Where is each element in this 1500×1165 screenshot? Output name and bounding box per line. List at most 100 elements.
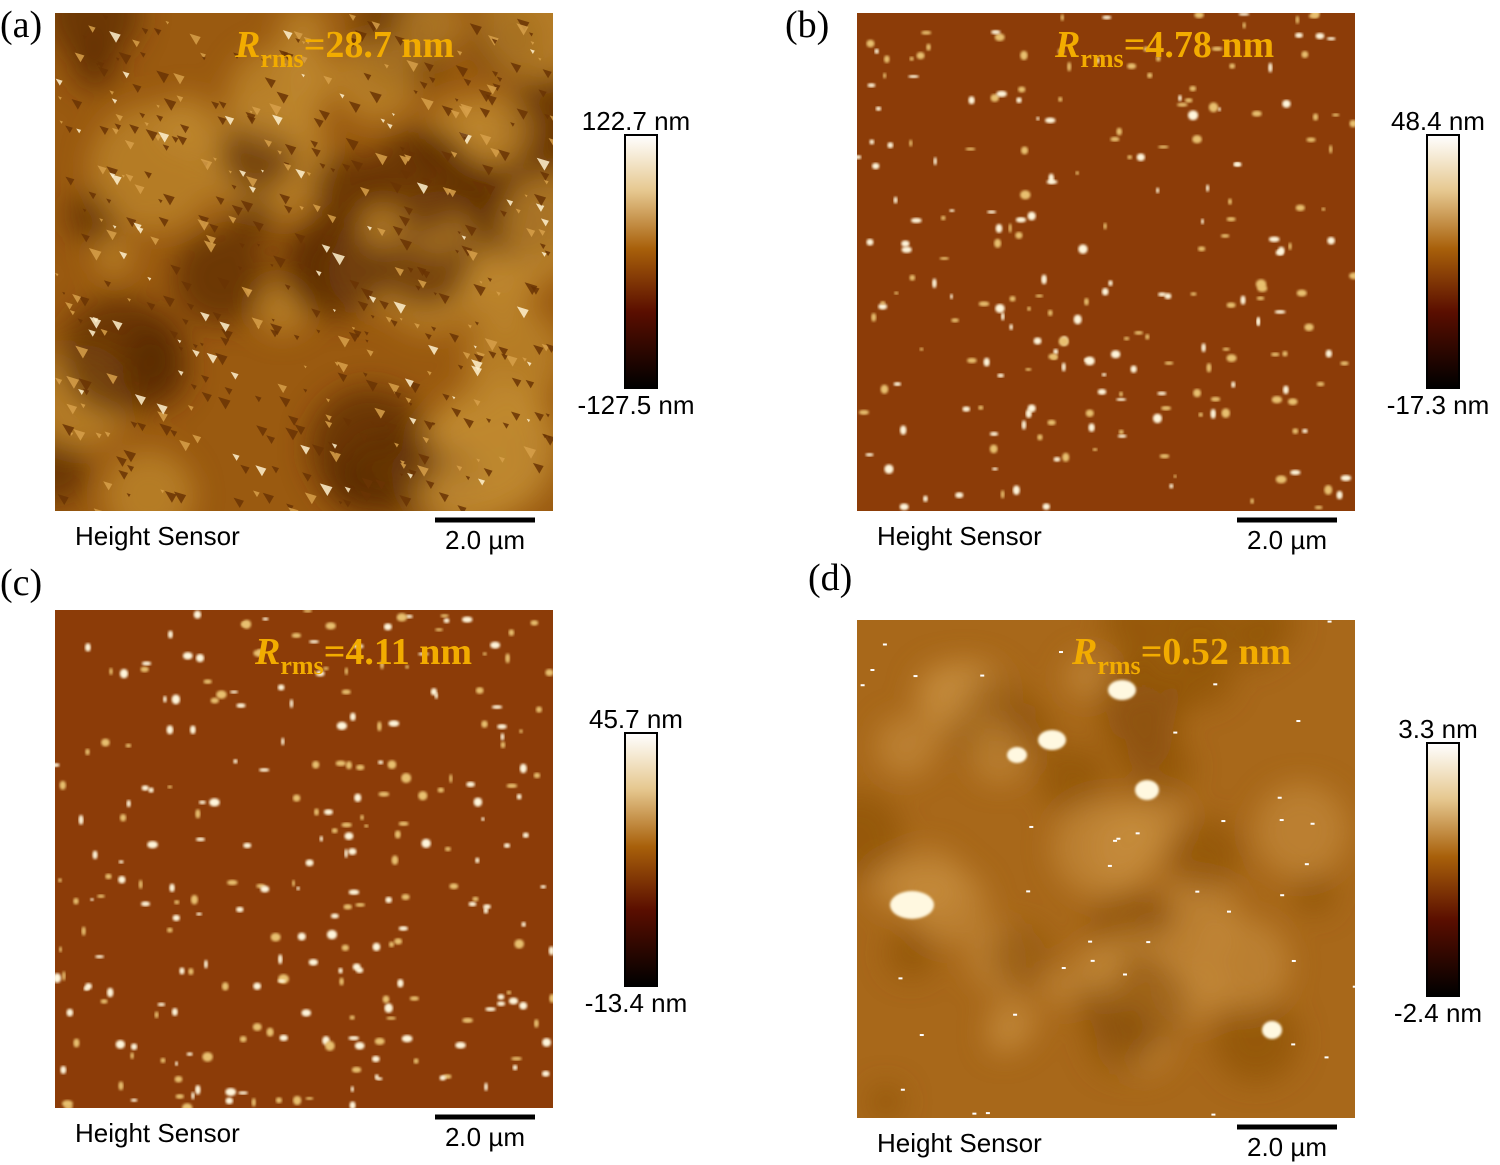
particle bbox=[884, 464, 894, 474]
grain bbox=[332, 308, 336, 313]
particle bbox=[1194, 13, 1204, 19]
grain bbox=[400, 460, 405, 465]
grain bbox=[81, 233, 90, 243]
grain bbox=[406, 60, 419, 72]
particle bbox=[182, 652, 193, 660]
speck bbox=[1088, 940, 1093, 943]
texture-blob bbox=[914, 663, 976, 725]
grain bbox=[130, 421, 138, 428]
particle bbox=[1155, 187, 1160, 194]
grain bbox=[266, 435, 276, 444]
particle bbox=[866, 238, 874, 246]
grain bbox=[483, 183, 496, 196]
grain bbox=[477, 478, 485, 486]
particle bbox=[1037, 434, 1043, 441]
grain bbox=[416, 266, 427, 276]
grain bbox=[55, 272, 59, 277]
scale-bar-label: 2.0 µm bbox=[1247, 1132, 1327, 1162]
particle bbox=[1000, 312, 1005, 321]
grain bbox=[78, 388, 85, 396]
grain bbox=[424, 333, 432, 340]
texture-blob bbox=[478, 13, 553, 80]
panel: (c) Rrms=4.11 nm 45.7 nm -13.4 nm Height Sen… bbox=[0, 562, 687, 1152]
grain bbox=[215, 352, 228, 366]
texture-blob bbox=[1154, 620, 1237, 664]
scale-bar-label: 2.0 µm bbox=[445, 1122, 525, 1152]
speck bbox=[985, 1112, 990, 1115]
grain bbox=[487, 277, 493, 283]
texture-blob bbox=[55, 13, 141, 62]
rms-value: =4.78 nm bbox=[1124, 24, 1274, 66]
particle bbox=[190, 894, 198, 905]
speck bbox=[1173, 731, 1178, 734]
particle bbox=[279, 1034, 288, 1042]
particle bbox=[1326, 36, 1336, 41]
texture-blob bbox=[988, 995, 1039, 1046]
particle bbox=[871, 162, 880, 170]
grain bbox=[129, 330, 134, 336]
rms-label: Rrms=4.11 nm bbox=[254, 631, 472, 680]
grain bbox=[374, 407, 386, 419]
grain bbox=[425, 480, 435, 489]
speck bbox=[1061, 967, 1066, 970]
particle bbox=[341, 689, 351, 695]
particle bbox=[1027, 211, 1036, 221]
colorbar-max: 3.3 nm bbox=[1398, 714, 1478, 744]
particle bbox=[871, 313, 877, 322]
particle bbox=[405, 614, 413, 619]
particle bbox=[119, 813, 127, 822]
grain bbox=[488, 350, 497, 359]
grain bbox=[134, 184, 145, 195]
grain bbox=[173, 491, 187, 504]
particle bbox=[909, 56, 914, 61]
grain bbox=[454, 98, 459, 102]
particle bbox=[1157, 292, 1167, 297]
particle bbox=[461, 616, 473, 623]
grain bbox=[82, 388, 90, 396]
grain bbox=[119, 251, 128, 260]
grain bbox=[69, 309, 75, 316]
grain bbox=[329, 450, 341, 463]
grain bbox=[547, 435, 551, 439]
grain bbox=[385, 316, 392, 323]
particle bbox=[210, 697, 219, 704]
particle bbox=[181, 1103, 193, 1108]
particle bbox=[167, 785, 173, 789]
particle bbox=[1349, 119, 1355, 128]
particle bbox=[55, 973, 62, 983]
particle bbox=[349, 1015, 355, 1020]
grain bbox=[264, 77, 276, 89]
grain bbox=[455, 249, 459, 254]
particle bbox=[1173, 474, 1177, 478]
particle bbox=[191, 1091, 195, 1100]
grain bbox=[116, 456, 127, 467]
particle bbox=[534, 1019, 539, 1028]
grain bbox=[71, 99, 83, 110]
grain bbox=[297, 263, 306, 271]
particle bbox=[275, 1097, 283, 1104]
grain bbox=[123, 449, 137, 463]
grain bbox=[212, 311, 222, 321]
particle bbox=[880, 300, 886, 305]
grain bbox=[200, 158, 213, 171]
particle bbox=[1117, 434, 1127, 438]
grain bbox=[114, 123, 122, 130]
particle bbox=[323, 809, 334, 815]
grain bbox=[129, 124, 139, 135]
grain bbox=[145, 129, 158, 142]
grain bbox=[295, 38, 301, 44]
grain bbox=[158, 198, 163, 204]
particle bbox=[216, 690, 227, 699]
afm-image bbox=[55, 13, 553, 511]
particle bbox=[908, 74, 919, 79]
particle bbox=[443, 618, 450, 624]
grain bbox=[65, 125, 73, 134]
particle bbox=[1159, 453, 1170, 459]
particle bbox=[1135, 780, 1159, 800]
particle bbox=[58, 946, 63, 953]
grain bbox=[62, 423, 75, 436]
grain bbox=[241, 286, 253, 298]
grain bbox=[478, 89, 492, 103]
texture-blob bbox=[333, 38, 419, 123]
particle bbox=[171, 694, 181, 705]
